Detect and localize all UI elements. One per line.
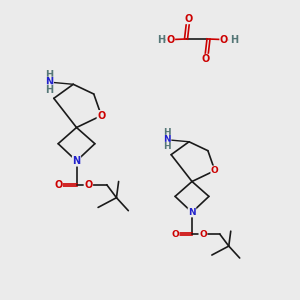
Text: H: H (45, 70, 54, 80)
Text: H: H (163, 142, 171, 151)
Text: N: N (163, 135, 171, 144)
Text: H: H (163, 128, 171, 137)
Text: N: N (72, 156, 81, 166)
Text: O: O (202, 54, 210, 64)
Text: N: N (45, 77, 54, 87)
Text: O: O (184, 14, 193, 24)
Text: H: H (157, 34, 165, 45)
Text: O: O (166, 34, 175, 45)
Text: N: N (188, 208, 196, 217)
Text: H: H (230, 34, 238, 45)
Text: O: O (220, 34, 228, 45)
Text: O: O (211, 166, 219, 175)
Text: O: O (54, 180, 62, 190)
Text: O: O (84, 180, 92, 190)
Text: O: O (97, 111, 106, 121)
Text: O: O (199, 230, 207, 239)
Text: H: H (45, 85, 54, 95)
Text: O: O (171, 230, 179, 239)
